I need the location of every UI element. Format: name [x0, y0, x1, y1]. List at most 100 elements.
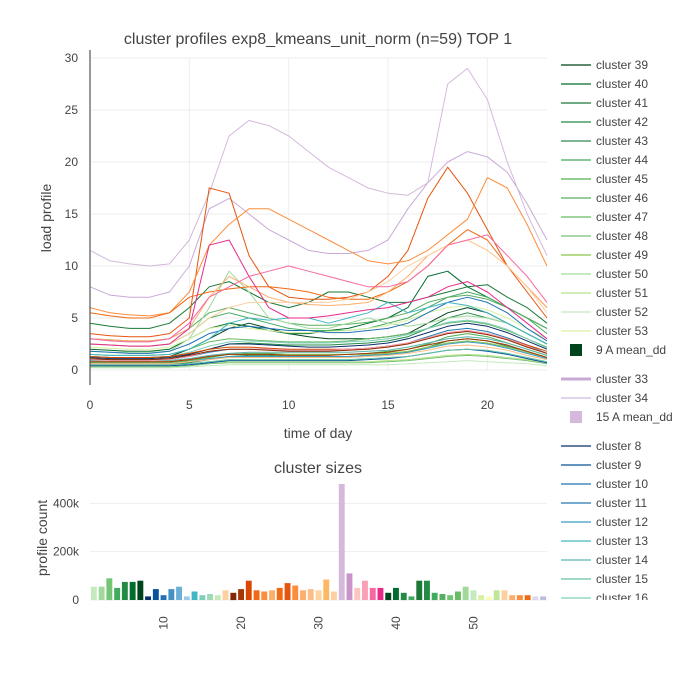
- bar-cluster-50: [470, 590, 477, 600]
- series-line-unnamed-26: [89, 166, 548, 338]
- legend: cluster 39 cluster 40 cluster 41 cluster 42…: [561, 58, 673, 605]
- bar-cluster-17: [214, 595, 221, 600]
- legend-label-cluster-42: cluster 42: [596, 115, 648, 129]
- x-tick-label: 15: [381, 398, 395, 412]
- series-line-unnamed-28: [89, 229, 548, 319]
- legend-label-cluster-11: cluster 11: [596, 496, 647, 510]
- line-chart-series: [89, 67, 548, 369]
- bar-cluster-9: [152, 589, 159, 600]
- legend-label-cluster-53: cluster 53: [596, 324, 648, 338]
- bar-cluster-13: [183, 596, 190, 600]
- y-tick-label: 0: [71, 363, 78, 377]
- legend-label-cluster-50: cluster 50: [596, 267, 648, 281]
- bar-cluster-23: [261, 591, 268, 600]
- legend-label-cluster-15: cluster 15: [596, 572, 648, 586]
- bar-x-tick-label: 30: [312, 616, 326, 630]
- bar-cluster-48: [455, 591, 461, 600]
- bar-cluster-59: [540, 596, 547, 600]
- bar-cluster-11: [168, 589, 175, 600]
- line-chart-axes: 0 5 10 15 20 25 30 0 5 10 15 20: [65, 50, 494, 412]
- bar-cluster-24: [269, 590, 275, 600]
- legend-label-cluster-49: cluster 49: [596, 248, 648, 262]
- bar-cluster-27: [292, 585, 299, 600]
- legend-label-cluster-51: cluster 51: [596, 286, 648, 300]
- bar-cluster-56: [516, 595, 523, 600]
- bar-cluster-36: [362, 580, 368, 600]
- bar-cluster-7: [137, 580, 144, 600]
- legend-label-cluster-10: cluster 10: [596, 477, 648, 491]
- legend-mean-label: 15 A mean_dd: [596, 410, 673, 424]
- bar-cluster-41: [400, 592, 407, 601]
- legend-label-cluster-47: cluster 47: [596, 210, 648, 224]
- bar-cluster-31: [323, 579, 330, 600]
- series-line-cluster-15: [90, 348, 548, 366]
- y-tick-label: 15: [65, 207, 79, 221]
- legend-label-cluster-8: cluster 8: [596, 439, 642, 453]
- y-tick-label: 25: [65, 103, 79, 117]
- series-line-unnamed-37: [90, 344, 548, 365]
- legend-mean-label: 9 A mean_dd: [596, 343, 666, 357]
- series-line-cluster-13: [89, 301, 548, 356]
- y-tick-label: 5: [71, 311, 78, 325]
- series-line-unnamed-36: [90, 338, 548, 363]
- bar-cluster-30: [315, 590, 322, 600]
- bar-cluster-12: [176, 586, 182, 600]
- legend-label-cluster-33: cluster 33: [596, 372, 648, 386]
- legend-label-cluster-12: cluster 12: [596, 515, 648, 529]
- bar-cluster-54: [501, 590, 508, 600]
- bar-cluster-58: [532, 596, 539, 600]
- bar-cluster-15: [199, 595, 206, 600]
- bar-cluster-33: [338, 484, 345, 600]
- line-chart-title: cluster profiles exp8_kmeans_unit_norm (…: [124, 31, 512, 48]
- series-line-cluster-40: [89, 270, 548, 352]
- bar-cluster-39: [385, 592, 392, 601]
- x-tick-label: 0: [87, 398, 94, 412]
- bar-cluster-8: [145, 596, 151, 600]
- bar-cluster-21: [245, 580, 252, 600]
- bar-cluster-6: [129, 581, 136, 600]
- bar-cluster-25: [276, 587, 283, 600]
- bar-cluster-55: [509, 595, 516, 600]
- line-chart-ylabel: load profile: [38, 184, 54, 253]
- bar-cluster-4: [114, 587, 121, 600]
- bar-cluster-14: [191, 591, 198, 600]
- bar-cluster-46: [439, 594, 446, 600]
- series-line-cluster-42: [89, 312, 548, 362]
- bar-x-tick-label: 10: [157, 616, 171, 630]
- bar-chart-ylabel: profile count: [34, 500, 50, 576]
- legend-label-cluster-44: cluster 44: [596, 153, 648, 167]
- bar-cluster-51: [478, 595, 485, 600]
- x-tick-label: 10: [282, 398, 296, 412]
- bar-x-tick-label: 20: [234, 616, 248, 630]
- bar-cluster-19: [230, 592, 237, 601]
- bar-cluster-53: [493, 590, 500, 600]
- bar-cluster-49: [462, 586, 469, 600]
- bar-cluster-18: [222, 590, 229, 600]
- series-line-cluster-34: [89, 67, 548, 267]
- legend-label-cluster-48: cluster 48: [596, 229, 648, 243]
- legend-label-cluster-9: cluster 9: [596, 458, 642, 472]
- bar-cluster-10: [160, 595, 167, 600]
- x-tick-label: 5: [186, 398, 193, 412]
- series-line-unnamed-35: [89, 331, 548, 361]
- bar-cluster-26: [284, 583, 291, 600]
- line-chart-xlabel: time of day: [284, 425, 352, 441]
- legend-label-cluster-52: cluster 52: [596, 305, 648, 319]
- legend-mean-swatch: [570, 344, 582, 356]
- y-tick-label: 10: [65, 259, 79, 273]
- bar-cluster-38: [377, 587, 384, 600]
- bar-y-tick-label: 0: [72, 593, 79, 607]
- bar-cluster-22: [253, 590, 260, 600]
- bar-cluster-47: [447, 595, 454, 600]
- legend-label-cluster-16: cluster 16: [596, 591, 648, 605]
- bar-cluster-3: [106, 578, 113, 601]
- legend-label-cluster-34: cluster 34: [596, 391, 648, 405]
- bar-cluster-29: [307, 589, 314, 600]
- bar-cluster-5: [121, 581, 128, 600]
- bar-chart-bars: [90, 484, 547, 601]
- bar-chart-grid: [90, 502, 547, 601]
- series-line-unnamed-32: [89, 239, 548, 347]
- legend-label-cluster-46: cluster 46: [596, 191, 648, 205]
- legend-mean-swatch: [570, 411, 582, 423]
